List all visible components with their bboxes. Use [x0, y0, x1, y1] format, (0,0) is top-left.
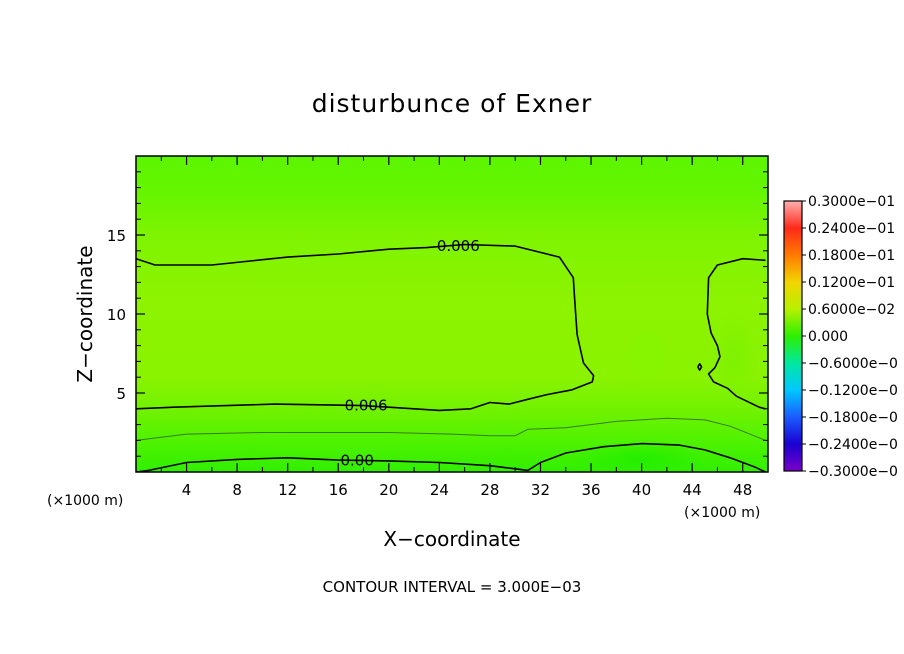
x-tick-label: 16	[329, 481, 348, 499]
colorbar-label: 0.1800e−01	[808, 248, 895, 264]
contour-label: 0.006	[345, 397, 388, 415]
x-tick-label: 36	[581, 481, 600, 499]
colorbar-label: 0.2400e−01	[808, 221, 895, 237]
field-low-patch	[571, 439, 712, 472]
x-unit-right: (×1000 m)	[684, 505, 760, 521]
colorbar-label: 0.000	[808, 329, 848, 345]
y-tick-label: 5	[116, 385, 126, 403]
x-tick-label: 40	[632, 481, 651, 499]
field-high-patch	[629, 330, 666, 383]
contour-label: 0.00	[340, 452, 373, 470]
contour-line	[136, 417, 766, 441]
x-tick-label: 28	[480, 481, 499, 499]
x-unit-left: (×1000 m)	[47, 493, 123, 509]
chart-title: disturbunce of Exner	[312, 89, 593, 118]
x-tick-label: 32	[531, 481, 550, 499]
colorbar-bar	[783, 200, 803, 472]
x-tick-label: 24	[430, 481, 449, 499]
colorbar-label: 0.1200e−01	[808, 275, 895, 291]
x-axis-label: X−coordinate	[383, 527, 520, 551]
colorbar	[783, 200, 806, 472]
contour-interval-note: CONTOUR INTERVAL = 3.000E−03	[323, 578, 582, 596]
plot-area	[136, 156, 768, 472]
field-fill	[136, 156, 768, 472]
colorbar-label: −0.1200e−0	[808, 383, 898, 399]
x-tick-label: 20	[379, 481, 398, 499]
y-tick-label: 10	[107, 306, 126, 324]
y-axis-label: Z−coordinate	[73, 245, 97, 382]
colorbar-label: 0.6000e−02	[808, 302, 895, 318]
colorbar-label: −0.1800e−0	[808, 410, 898, 426]
contour-line	[706, 257, 766, 410]
contour-line	[136, 243, 595, 412]
y-tick-label: 15	[107, 227, 126, 245]
x-tick-label: 12	[278, 481, 297, 499]
colorbar-label: −0.3000e−0	[808, 464, 898, 480]
x-tick-label: 4	[182, 481, 192, 499]
colorbar-label: −0.6000e−0	[808, 356, 898, 372]
contour-line	[697, 363, 703, 371]
colorbar-label: −0.2400e−0	[808, 437, 898, 453]
contour-line	[136, 442, 766, 472]
x-tick-label: 44	[683, 481, 702, 499]
field-high-patch	[707, 312, 760, 405]
colorbar-label: 0.3000e−01	[808, 194, 895, 210]
x-tick-label: 8	[232, 481, 242, 499]
contour-label: 0.006	[437, 237, 480, 255]
x-tick-label: 48	[733, 481, 752, 499]
